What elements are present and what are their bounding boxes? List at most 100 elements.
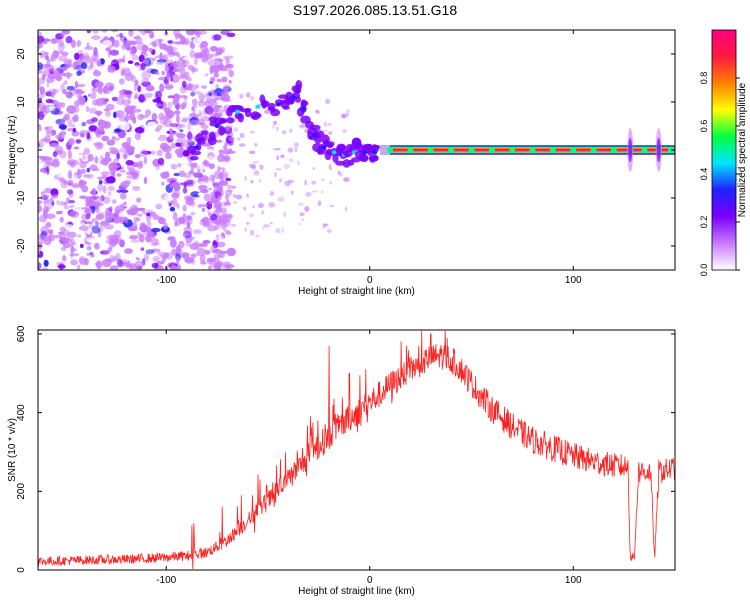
noise-blob — [52, 50, 59, 59]
noise-blob — [222, 148, 231, 155]
noise-blob — [143, 156, 148, 165]
carrier-marker — [529, 147, 536, 153]
noise-blob — [132, 186, 141, 191]
signal-blob — [194, 145, 200, 150]
x-axis-label: Height of straight line (km) — [298, 586, 415, 597]
noise-blob — [151, 112, 158, 122]
noise-blob — [72, 127, 77, 133]
noise-blob — [218, 167, 226, 171]
noise-blob — [78, 53, 84, 60]
noise-blob — [281, 227, 284, 233]
noise-blob — [111, 30, 119, 33]
noise-blob — [140, 247, 145, 252]
noise-blob — [155, 90, 162, 100]
noise-blob — [282, 124, 289, 130]
x-tick-label: 100 — [565, 575, 582, 586]
noise-blob — [44, 126, 49, 130]
noise-blob — [101, 135, 110, 142]
noise-blob — [92, 153, 101, 159]
noise-blob — [291, 190, 294, 195]
noise-blob — [133, 82, 137, 92]
noise-blob — [198, 243, 209, 247]
noise-blob — [109, 149, 119, 155]
noise-blob — [253, 170, 260, 176]
signal-blob — [307, 131, 314, 140]
signal-blob — [200, 130, 209, 136]
noise-blob — [193, 91, 202, 95]
noise-blob — [213, 225, 220, 231]
noise-blob — [152, 214, 160, 221]
noise-blob — [206, 257, 217, 263]
noise-blob — [188, 170, 195, 175]
noise-blob — [88, 238, 97, 244]
noise-blob — [149, 238, 159, 244]
noise-blob — [337, 170, 341, 174]
noise-blob — [151, 227, 161, 233]
noise-blob — [185, 234, 193, 244]
noise-blob — [176, 114, 180, 123]
noise-blob — [42, 194, 50, 199]
noise-blob — [57, 42, 65, 52]
y-tick-label: 20 — [16, 48, 27, 60]
noise-blob — [126, 136, 132, 145]
noise-blob — [225, 177, 232, 182]
noise-blob — [108, 206, 113, 212]
noise-blob — [129, 48, 136, 56]
noise-blob — [86, 132, 91, 140]
noise-blob — [38, 111, 45, 121]
noise-blob — [100, 195, 105, 202]
noise-blob — [233, 127, 239, 132]
noise-blob — [114, 164, 121, 168]
noise-blob — [202, 216, 210, 226]
noise-blob — [252, 205, 256, 209]
noise-blob — [77, 154, 84, 159]
noise-blob — [159, 52, 163, 60]
noise-blob — [83, 52, 90, 60]
noise-blob — [122, 69, 126, 75]
signal-blob — [301, 107, 307, 112]
noise-blob — [283, 163, 291, 170]
noise-blob — [44, 187, 53, 194]
carrier-marker — [448, 147, 455, 153]
noise-blob — [230, 224, 237, 227]
noise-blob — [87, 93, 91, 97]
noise-blob — [174, 33, 179, 40]
noise-blob — [164, 171, 169, 176]
noise-blob — [79, 225, 89, 232]
noise-blob — [272, 124, 275, 129]
noise-blob — [224, 202, 232, 206]
noise-blob — [220, 91, 227, 96]
noise-blob — [111, 216, 122, 224]
signal-blob — [253, 112, 262, 119]
noise-blob — [163, 107, 171, 113]
noise-blob — [91, 218, 98, 223]
noise-blob — [121, 153, 129, 159]
noise-blob — [164, 85, 174, 89]
signal-blob — [331, 150, 337, 155]
noise-blob — [145, 249, 155, 255]
x-tick-label: 0 — [367, 275, 373, 286]
noise-blob — [62, 89, 67, 95]
noise-blob — [55, 210, 62, 215]
noise-blob — [88, 107, 98, 114]
noise-blob — [173, 110, 181, 115]
noise-blob — [311, 180, 317, 185]
noise-blob — [213, 92, 218, 96]
noise-blob — [145, 206, 149, 214]
noise-blob — [275, 228, 281, 234]
noise-blob — [193, 57, 198, 66]
noise-blob — [125, 263, 133, 269]
noise-blob — [66, 231, 77, 238]
noise-blob — [157, 157, 165, 165]
noise-blob — [185, 179, 194, 185]
noise-blob — [155, 132, 161, 138]
noise-blob — [181, 252, 190, 259]
noise-blob — [173, 60, 177, 69]
noise-blob — [136, 197, 142, 203]
noise-blob — [170, 237, 176, 241]
noise-blob — [91, 205, 96, 214]
noise-blob — [155, 203, 163, 210]
signal-blob — [364, 143, 374, 154]
noise-blob — [164, 64, 170, 72]
noise-blob — [40, 191, 46, 196]
